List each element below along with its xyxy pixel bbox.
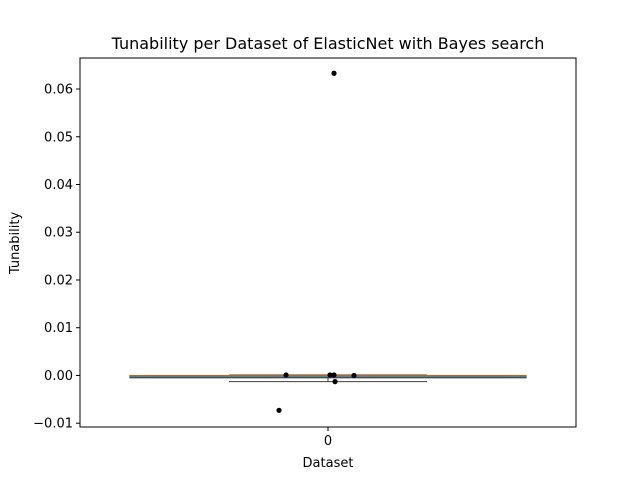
- plot-area: [129, 70, 527, 413]
- y-axis-label: Tunability: [8, 212, 23, 276]
- data-point: [351, 372, 357, 379]
- chart-title: Tunability per Dataset of ElasticNet wit…: [111, 34, 545, 53]
- x-axis-label: Dataset: [303, 456, 354, 471]
- data-point: [331, 70, 337, 76]
- y-tick-label: −0.01: [33, 417, 73, 432]
- y-tick-label: 0.04: [44, 178, 73, 193]
- data-point: [331, 372, 337, 378]
- data-point: [283, 372, 289, 378]
- data-point: [327, 372, 333, 378]
- y-axis: −0.01 0.00 0.01 0.02 0.03 0.04 0.05 0.06: [33, 83, 80, 432]
- y-tick-label: 0.03: [44, 226, 73, 241]
- y-tick-label: 0.05: [44, 130, 73, 145]
- y-tick-label: 0.01: [44, 321, 73, 336]
- data-point: [332, 379, 338, 385]
- data-point: [276, 407, 282, 413]
- y-tick-label: 0.02: [44, 273, 73, 288]
- x-tick-label: 0: [324, 434, 332, 449]
- y-tick-label: 0.06: [44, 83, 73, 98]
- y-tick-label: 0.00: [44, 369, 73, 384]
- x-axis: 0: [324, 427, 332, 449]
